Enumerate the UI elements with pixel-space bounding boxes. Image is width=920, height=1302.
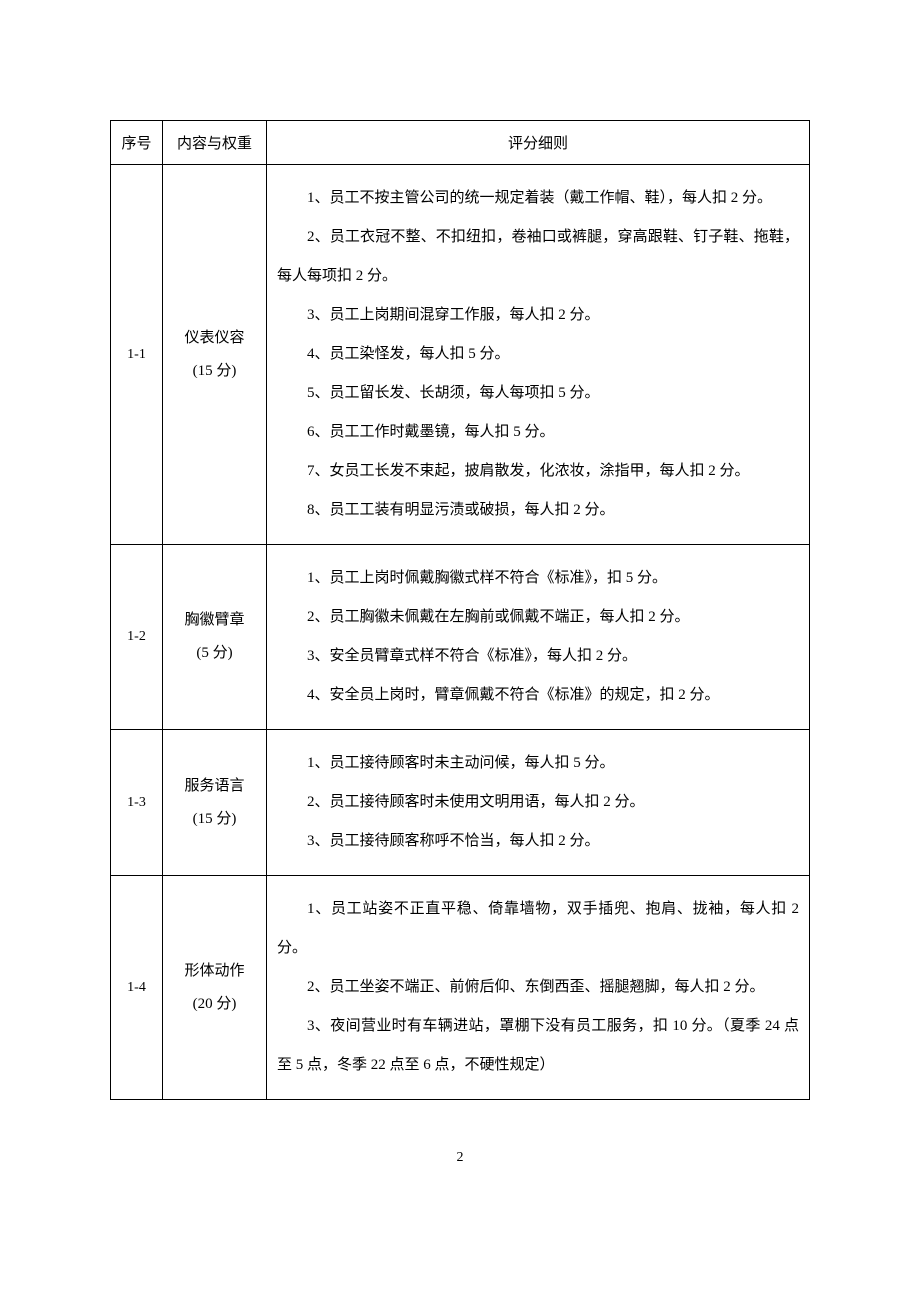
rule-item: 2、员工坐姿不端正、前俯后仰、东倒西歪、摇腿翘脚，每人扣 2 分。 [277,968,799,1007]
rule-item: 2、员工接待顾客时未使用文明用语，每人扣 2 分。 [277,783,799,822]
content-score: (15 分) [163,355,266,388]
content-title: 胸徽臂章 [163,604,266,637]
seq-cell: 1-1 [111,165,163,545]
header-seq: 序号 [111,121,163,165]
content-cell: 服务语言 (15 分) [163,730,267,876]
rule-item: 1、员工站姿不正直平稳、倚靠墙物，双手插兜、抱肩、拢袖，每人扣 2 分。 [277,890,799,968]
content-title: 仪表仪容 [163,322,266,355]
table-header-row: 序号 内容与权重 评分细则 [111,121,810,165]
rules-cell: 1、员工接待顾客时未主动问候，每人扣 5 分。 2、员工接待顾客时未使用文明用语… [267,730,810,876]
page-number: 2 [110,1150,810,1166]
rule-item: 2、员工衣冠不整、不扣纽扣，卷袖口或裤腿，穿高跟鞋、钉子鞋、拖鞋，每人每项扣 2… [277,218,799,296]
seq-cell: 1-4 [111,876,163,1100]
rule-item: 3、夜间营业时有车辆进站，罩棚下没有员工服务，扣 10 分。（夏季 24 点至 … [277,1007,799,1085]
content-score: (20 分) [163,988,266,1021]
rule-item: 1、员工不按主管公司的统一规定着装（戴工作帽、鞋），每人扣 2 分。 [277,179,799,218]
table-row: 1-2 胸徽臂章 (5 分) 1、员工上岗时佩戴胸徽式样不符合《标准》，扣 5 … [111,545,810,730]
seq-cell: 1-2 [111,545,163,730]
rules-cell: 1、员工不按主管公司的统一规定着装（戴工作帽、鞋），每人扣 2 分。 2、员工衣… [267,165,810,545]
rule-item: 3、员工上岗期间混穿工作服，每人扣 2 分。 [277,296,799,335]
content-title: 形体动作 [163,955,266,988]
table-row: 1-4 形体动作 (20 分) 1、员工站姿不正直平稳、倚靠墙物，双手插兜、抱肩… [111,876,810,1100]
rule-item: 1、员工接待顾客时未主动问候，每人扣 5 分。 [277,744,799,783]
rule-item: 5、员工留长发、长胡须，每人每项扣 5 分。 [277,374,799,413]
table-row: 1-3 服务语言 (15 分) 1、员工接待顾客时未主动问候，每人扣 5 分。 … [111,730,810,876]
content-score: (15 分) [163,803,266,836]
scoring-table: 序号 内容与权重 评分细则 1-1 仪表仪容 (15 分) 1、员工不按主管公司… [110,120,810,1100]
table-row: 1-1 仪表仪容 (15 分) 1、员工不按主管公司的统一规定着装（戴工作帽、鞋… [111,165,810,545]
header-content: 内容与权重 [163,121,267,165]
seq-cell: 1-3 [111,730,163,876]
header-rules: 评分细则 [267,121,810,165]
rule-item: 7、女员工长发不束起，披肩散发，化浓妆，涂指甲，每人扣 2 分。 [277,452,799,491]
rule-item: 3、员工接待顾客称呼不恰当，每人扣 2 分。 [277,822,799,861]
content-cell: 胸徽臂章 (5 分) [163,545,267,730]
rule-item: 6、员工工作时戴墨镜，每人扣 5 分。 [277,413,799,452]
rule-item: 8、员工工装有明显污渍或破损，每人扣 2 分。 [277,491,799,530]
content-cell: 形体动作 (20 分) [163,876,267,1100]
content-score: (5 分) [163,637,266,670]
content-title: 服务语言 [163,770,266,803]
rule-item: 4、安全员上岗时，臂章佩戴不符合《标准》的规定，扣 2 分。 [277,676,799,715]
rule-item: 3、安全员臂章式样不符合《标准》，每人扣 2 分。 [277,637,799,676]
content-cell: 仪表仪容 (15 分) [163,165,267,545]
rule-item: 4、员工染怪发，每人扣 5 分。 [277,335,799,374]
rule-item: 1、员工上岗时佩戴胸徽式样不符合《标准》，扣 5 分。 [277,559,799,598]
rules-cell: 1、员工站姿不正直平稳、倚靠墙物，双手插兜、抱肩、拢袖，每人扣 2 分。 2、员… [267,876,810,1100]
rules-cell: 1、员工上岗时佩戴胸徽式样不符合《标准》，扣 5 分。 2、员工胸徽未佩戴在左胸… [267,545,810,730]
rule-item: 2、员工胸徽未佩戴在左胸前或佩戴不端正，每人扣 2 分。 [277,598,799,637]
